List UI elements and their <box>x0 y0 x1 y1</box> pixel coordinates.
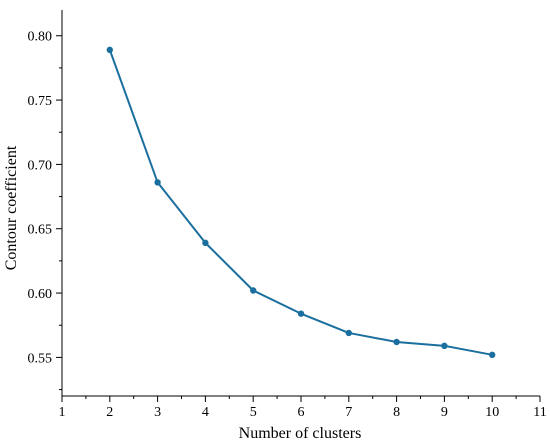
y-tick-label: 0.55 <box>28 351 53 366</box>
y-tick-label: 0.75 <box>28 94 53 109</box>
x-tick-label: 10 <box>485 405 499 420</box>
y-tick-label: 0.60 <box>28 287 53 302</box>
x-tick-label: 5 <box>250 405 257 420</box>
data-point <box>297 310 305 317</box>
series-line <box>108 49 493 356</box>
series-layer <box>106 46 496 359</box>
x-tick-label: 6 <box>298 405 305 420</box>
x-tick-label: 9 <box>441 405 448 420</box>
y-tick-label: 0.65 <box>28 223 53 238</box>
x-axis-title: Number of clusters <box>239 425 362 442</box>
y-tick-label: 0.70 <box>28 158 53 173</box>
data-point <box>202 239 209 247</box>
y-tick-label: 0.80 <box>28 30 53 45</box>
axis-ticks <box>56 35 541 402</box>
data-point <box>393 338 400 346</box>
data-point <box>441 342 448 350</box>
data-point <box>250 287 257 294</box>
x-tick-label: 3 <box>154 405 161 420</box>
data-point <box>345 329 352 337</box>
data-point <box>489 351 496 359</box>
y-axis-title: Contour coefficient <box>3 145 20 270</box>
x-tick-label: 1 <box>59 405 66 420</box>
data-point <box>154 179 161 186</box>
x-tick-label: 2 <box>106 405 113 420</box>
tick-labels: 1 2 3 4 5 6 7 8 9 10 11 0.55 0.60 0.65 0.70 0.75 0.80 <box>28 30 547 420</box>
x-tick-label: 11 <box>533 405 546 420</box>
x-tick-label: 7 <box>345 405 352 420</box>
x-tick-label: 4 <box>202 405 209 420</box>
x-tick-label: 8 <box>393 405 400 420</box>
axes <box>61 10 540 397</box>
data-point <box>106 46 114 54</box>
